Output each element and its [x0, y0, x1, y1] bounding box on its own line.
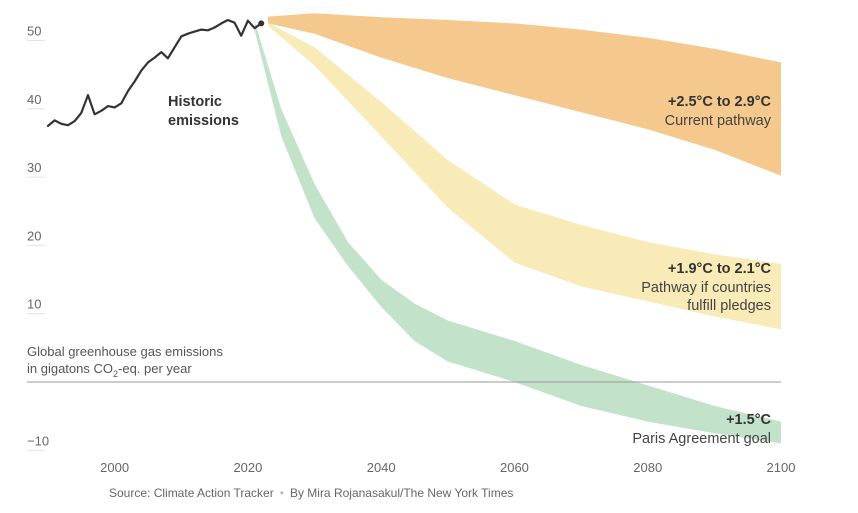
y-tick-labels: 50 40 30 20 10 −10 — [27, 24, 49, 449]
byline-text: By Mira Rojanasakul/The New York Times — [289, 486, 514, 500]
y-axis-note-unit-suffix: -eq. per year — [118, 361, 192, 376]
current-pathway-label: Current pathway — [665, 113, 772, 129]
historic-label-line1: Historic — [168, 94, 222, 110]
y-axis-note-line2: in gigatons CO2-eq. per year — [27, 361, 192, 379]
source-credit: Source: Climate Action Tracker • By Mira R… — [109, 486, 513, 500]
paris-goal-band — [254, 21, 782, 444]
x-tick-labels: 2000 2020 2040 2060 2080 2100 — [100, 460, 795, 475]
x-tick-label: 2040 — [367, 460, 396, 475]
source-text: Source: Climate Action Tracker — [109, 486, 274, 500]
x-tick-label: 2080 — [633, 460, 662, 475]
current-pathway-temp-label: +2.5°C to 2.9°C — [668, 94, 772, 110]
pledges-label-line2: fulfill pledges — [687, 298, 771, 314]
historic-series — [46, 18, 265, 127]
x-tick-label: 2000 — [100, 460, 129, 475]
y-tick-label: 10 — [27, 297, 41, 312]
current-pathway-band — [267, 13, 781, 176]
paris-temp-label: +1.5°C — [726, 412, 771, 428]
y-axis-note-line1: Global greenhouse gas emissions — [27, 344, 223, 359]
source-separator: • — [279, 486, 284, 500]
pledges-pathway-band — [267, 22, 781, 330]
y-axis-note-subscript: 2 — [113, 369, 118, 379]
pledges-label-line1: Pathway if countries — [641, 280, 771, 296]
x-tick-label: 2020 — [233, 460, 262, 475]
scenario-bands — [254, 13, 782, 444]
y-gridlines — [27, 40, 45, 451]
y-tick-label: 40 — [27, 92, 41, 107]
y-tick-label: −10 — [27, 433, 49, 448]
x-tick-label: 2060 — [500, 460, 529, 475]
y-tick-label: 50 — [27, 24, 41, 39]
y-tick-label: 20 — [27, 228, 41, 243]
y-tick-label: 30 — [27, 160, 41, 175]
historic-label-line2: emissions — [168, 113, 239, 129]
pledges-temp-label: +1.9°C to 2.1°C — [668, 261, 772, 277]
paris-goal-label: Paris Agreement goal — [632, 431, 771, 447]
historic-emissions-line — [46, 18, 263, 127]
historic-endpoint-dot — [258, 20, 265, 27]
y-axis-note-unit: in gigatons CO — [27, 361, 113, 376]
x-tick-label: 2100 — [767, 460, 796, 475]
